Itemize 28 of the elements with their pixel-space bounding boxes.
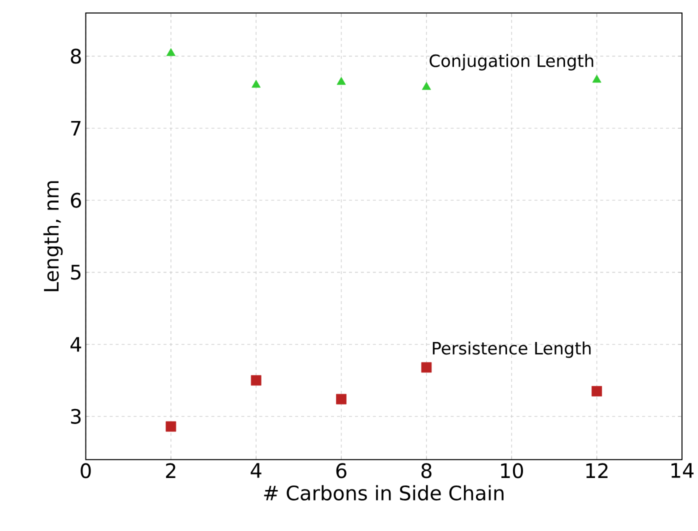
point (166, 421, 176, 432)
point (592, 386, 602, 396)
y-tick-label: 5 (71, 264, 80, 280)
x-tick-label: 14 (671, 462, 694, 478)
point (250, 374, 262, 386)
x-tick-label: 12 (586, 462, 608, 478)
x-tick-label: 8 (421, 462, 432, 478)
y-tick-label: 8 (70, 48, 81, 64)
x-tick-label: 4 (250, 462, 262, 478)
point (252, 80, 261, 88)
point (422, 82, 431, 90)
point (336, 394, 346, 404)
series-label: Persistence Length (432, 341, 591, 358)
y-tick-label: 7 (71, 120, 81, 136)
x-axis-title: # Carbons in Side Chain (264, 484, 504, 500)
x-tick-label: 0 (80, 462, 91, 478)
series-label: Conjugation Length (430, 54, 594, 70)
point (166, 48, 176, 56)
y-axis-title: Length, nm (43, 181, 63, 291)
point (421, 362, 432, 372)
y-tick-label: 6 (70, 192, 81, 208)
point (592, 74, 602, 82)
x-tick-label: 2 (166, 462, 176, 478)
x-tick-label: 6 (336, 462, 346, 478)
point (336, 76, 346, 85)
y-tick-label: 4 (70, 336, 82, 352)
y-tick-label: 3 (71, 408, 81, 424)
x-tick-label: 10 (501, 462, 523, 478)
